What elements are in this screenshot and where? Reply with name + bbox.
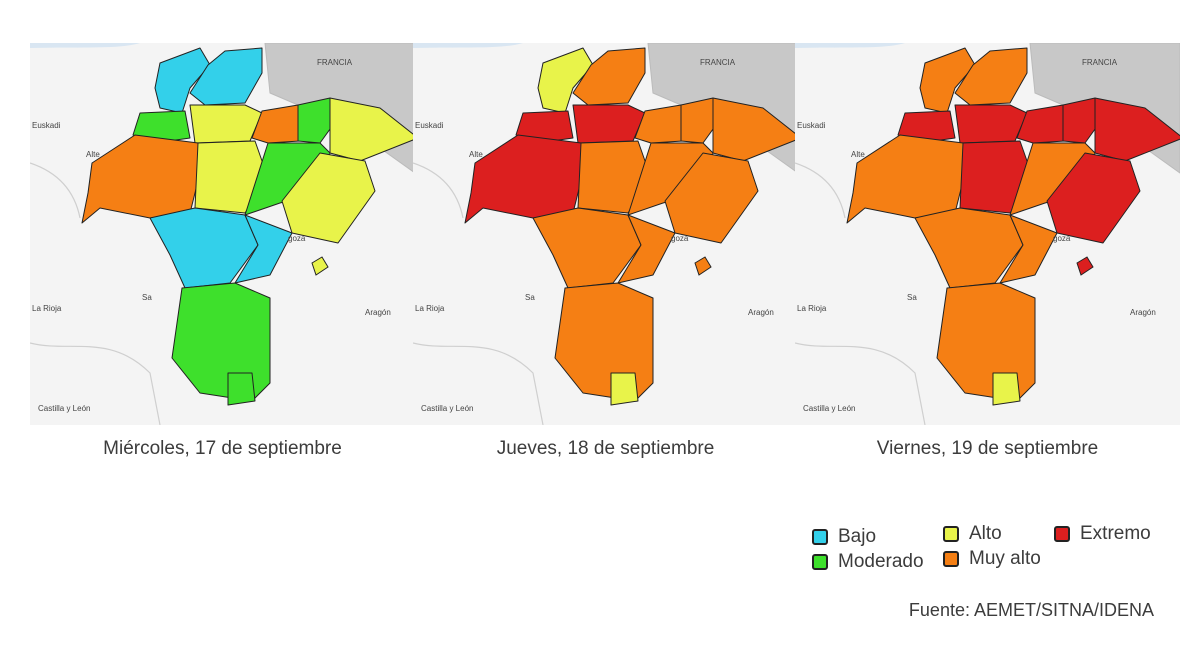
legend-label-extremo: Extremo bbox=[1080, 523, 1151, 544]
legend-label-muy-alto: Muy alto bbox=[969, 548, 1041, 569]
legend-swatch-alto bbox=[943, 526, 959, 542]
zone-4 bbox=[572, 104, 646, 144]
region-border-south bbox=[795, 342, 926, 425]
label-sa: Sa bbox=[525, 293, 535, 302]
zone-14 bbox=[554, 282, 654, 402]
label-euskadi: Euskadi bbox=[797, 121, 826, 130]
zone-6 bbox=[680, 97, 722, 144]
label-alte: Alte bbox=[851, 150, 865, 159]
legend-item-moderado: Moderado bbox=[812, 551, 924, 573]
map-panel-1: FRANCIA Euskadi La Rioja Aragón Castilla y L… bbox=[30, 43, 415, 425]
map-caption-3: Viernes, 19 de septiembre bbox=[876, 438, 1099, 459]
zone-5 bbox=[1016, 104, 1066, 144]
region-border-south bbox=[30, 342, 161, 425]
legend-item-alto: Alto bbox=[943, 523, 1002, 545]
zone-5 bbox=[634, 104, 684, 144]
sea-area bbox=[413, 43, 523, 48]
region-border-west bbox=[413, 162, 464, 219]
legend-swatch-muy-alto bbox=[943, 551, 959, 567]
zone-5 bbox=[251, 104, 301, 144]
zone-enclave bbox=[311, 256, 329, 276]
legend-swatch-extremo bbox=[1054, 526, 1070, 542]
label-euskadi: Euskadi bbox=[415, 121, 444, 130]
zone-13 bbox=[234, 214, 293, 284]
zone-15 bbox=[227, 372, 256, 406]
legend-label-alto: Alto bbox=[969, 523, 1002, 544]
zone-13 bbox=[617, 214, 676, 284]
zone-11 bbox=[1046, 152, 1141, 244]
zone-1 bbox=[537, 47, 594, 114]
source-credit: Fuente: AEMET/SITNA/IDENA bbox=[908, 600, 1154, 620]
navarra-zones bbox=[846, 47, 1180, 406]
label-la-rioja: La Rioja bbox=[797, 304, 827, 313]
zone-4 bbox=[954, 104, 1028, 144]
zone-enclave bbox=[694, 256, 712, 276]
legend-label-moderado: Moderado bbox=[838, 551, 924, 572]
region-border-west bbox=[30, 162, 81, 219]
legend-item-muy-alto: Muy alto bbox=[943, 548, 1041, 570]
zone-7 bbox=[1094, 97, 1180, 162]
label-castilla: Castilla y León bbox=[421, 404, 473, 413]
zone-7 bbox=[712, 97, 798, 162]
label-alte: Alte bbox=[469, 150, 483, 159]
legend-item-extremo: Extremo bbox=[1054, 523, 1151, 545]
zone-2 bbox=[572, 47, 646, 106]
label-francia: FRANCIA bbox=[700, 58, 736, 67]
map-caption-2: Jueves, 18 de septiembre bbox=[496, 438, 715, 459]
label-goza: goza bbox=[671, 234, 689, 243]
zone-1 bbox=[919, 47, 976, 114]
legend-swatch-bajo bbox=[812, 529, 828, 545]
label-la-rioja: La Rioja bbox=[415, 304, 445, 313]
zone-11 bbox=[664, 152, 759, 244]
sea-area bbox=[30, 43, 140, 48]
zone-enclave bbox=[1076, 256, 1094, 276]
label-alte: Alte bbox=[86, 150, 100, 159]
zone-11 bbox=[281, 152, 376, 244]
zone-4 bbox=[189, 104, 263, 144]
region-border-west bbox=[795, 162, 846, 219]
zone-7 bbox=[329, 97, 415, 162]
legend-swatch-moderado bbox=[812, 554, 828, 570]
label-goza: goza bbox=[1053, 234, 1071, 243]
label-aragon: Aragón bbox=[1130, 308, 1156, 317]
label-aragon: Aragón bbox=[748, 308, 774, 317]
map-svg-3: FRANCIA Euskadi La Rioja Aragón Castilla y L… bbox=[795, 43, 1180, 425]
zone-12 bbox=[914, 207, 1024, 289]
zone-6 bbox=[297, 97, 339, 144]
label-francia: FRANCIA bbox=[317, 58, 353, 67]
label-la-rioja: La Rioja bbox=[32, 304, 62, 313]
region-border-south bbox=[413, 342, 544, 425]
zone-12 bbox=[149, 207, 259, 289]
navarra-zones bbox=[464, 47, 798, 406]
zone-1 bbox=[154, 47, 211, 114]
label-sa: Sa bbox=[907, 293, 917, 302]
label-sa: Sa bbox=[142, 293, 152, 302]
label-castilla: Castilla y León bbox=[38, 404, 90, 413]
legend-item-bajo: Bajo bbox=[812, 526, 876, 548]
map-panel-3: FRANCIA Euskadi La Rioja Aragón Castilla y L… bbox=[795, 43, 1180, 425]
zone-12 bbox=[532, 207, 642, 289]
label-aragon: Aragón bbox=[365, 308, 391, 317]
zone-2 bbox=[189, 47, 263, 106]
map-panel-2: FRANCIA Euskadi La Rioja Aragón Castilla y L… bbox=[413, 43, 798, 425]
map-svg-2: FRANCIA Euskadi La Rioja Aragón Castilla y L… bbox=[413, 43, 798, 425]
zone-14 bbox=[171, 282, 271, 402]
navarra-zones bbox=[81, 47, 415, 406]
label-castilla: Castilla y León bbox=[803, 404, 855, 413]
map-svg-1: FRANCIA Euskadi La Rioja Aragón Castilla y L… bbox=[30, 43, 415, 425]
map-caption-1: Miércoles, 17 de septiembre bbox=[103, 438, 342, 459]
zone-14 bbox=[936, 282, 1036, 402]
label-euskadi: Euskadi bbox=[32, 121, 61, 130]
label-goza: goza bbox=[288, 234, 306, 243]
zone-6 bbox=[1062, 97, 1104, 144]
zone-15 bbox=[610, 372, 639, 406]
zone-2 bbox=[954, 47, 1028, 106]
label-francia: FRANCIA bbox=[1082, 58, 1118, 67]
zone-15 bbox=[992, 372, 1021, 406]
sea-area bbox=[795, 43, 905, 48]
zone-13 bbox=[999, 214, 1058, 284]
legend-label-bajo: Bajo bbox=[838, 526, 877, 547]
